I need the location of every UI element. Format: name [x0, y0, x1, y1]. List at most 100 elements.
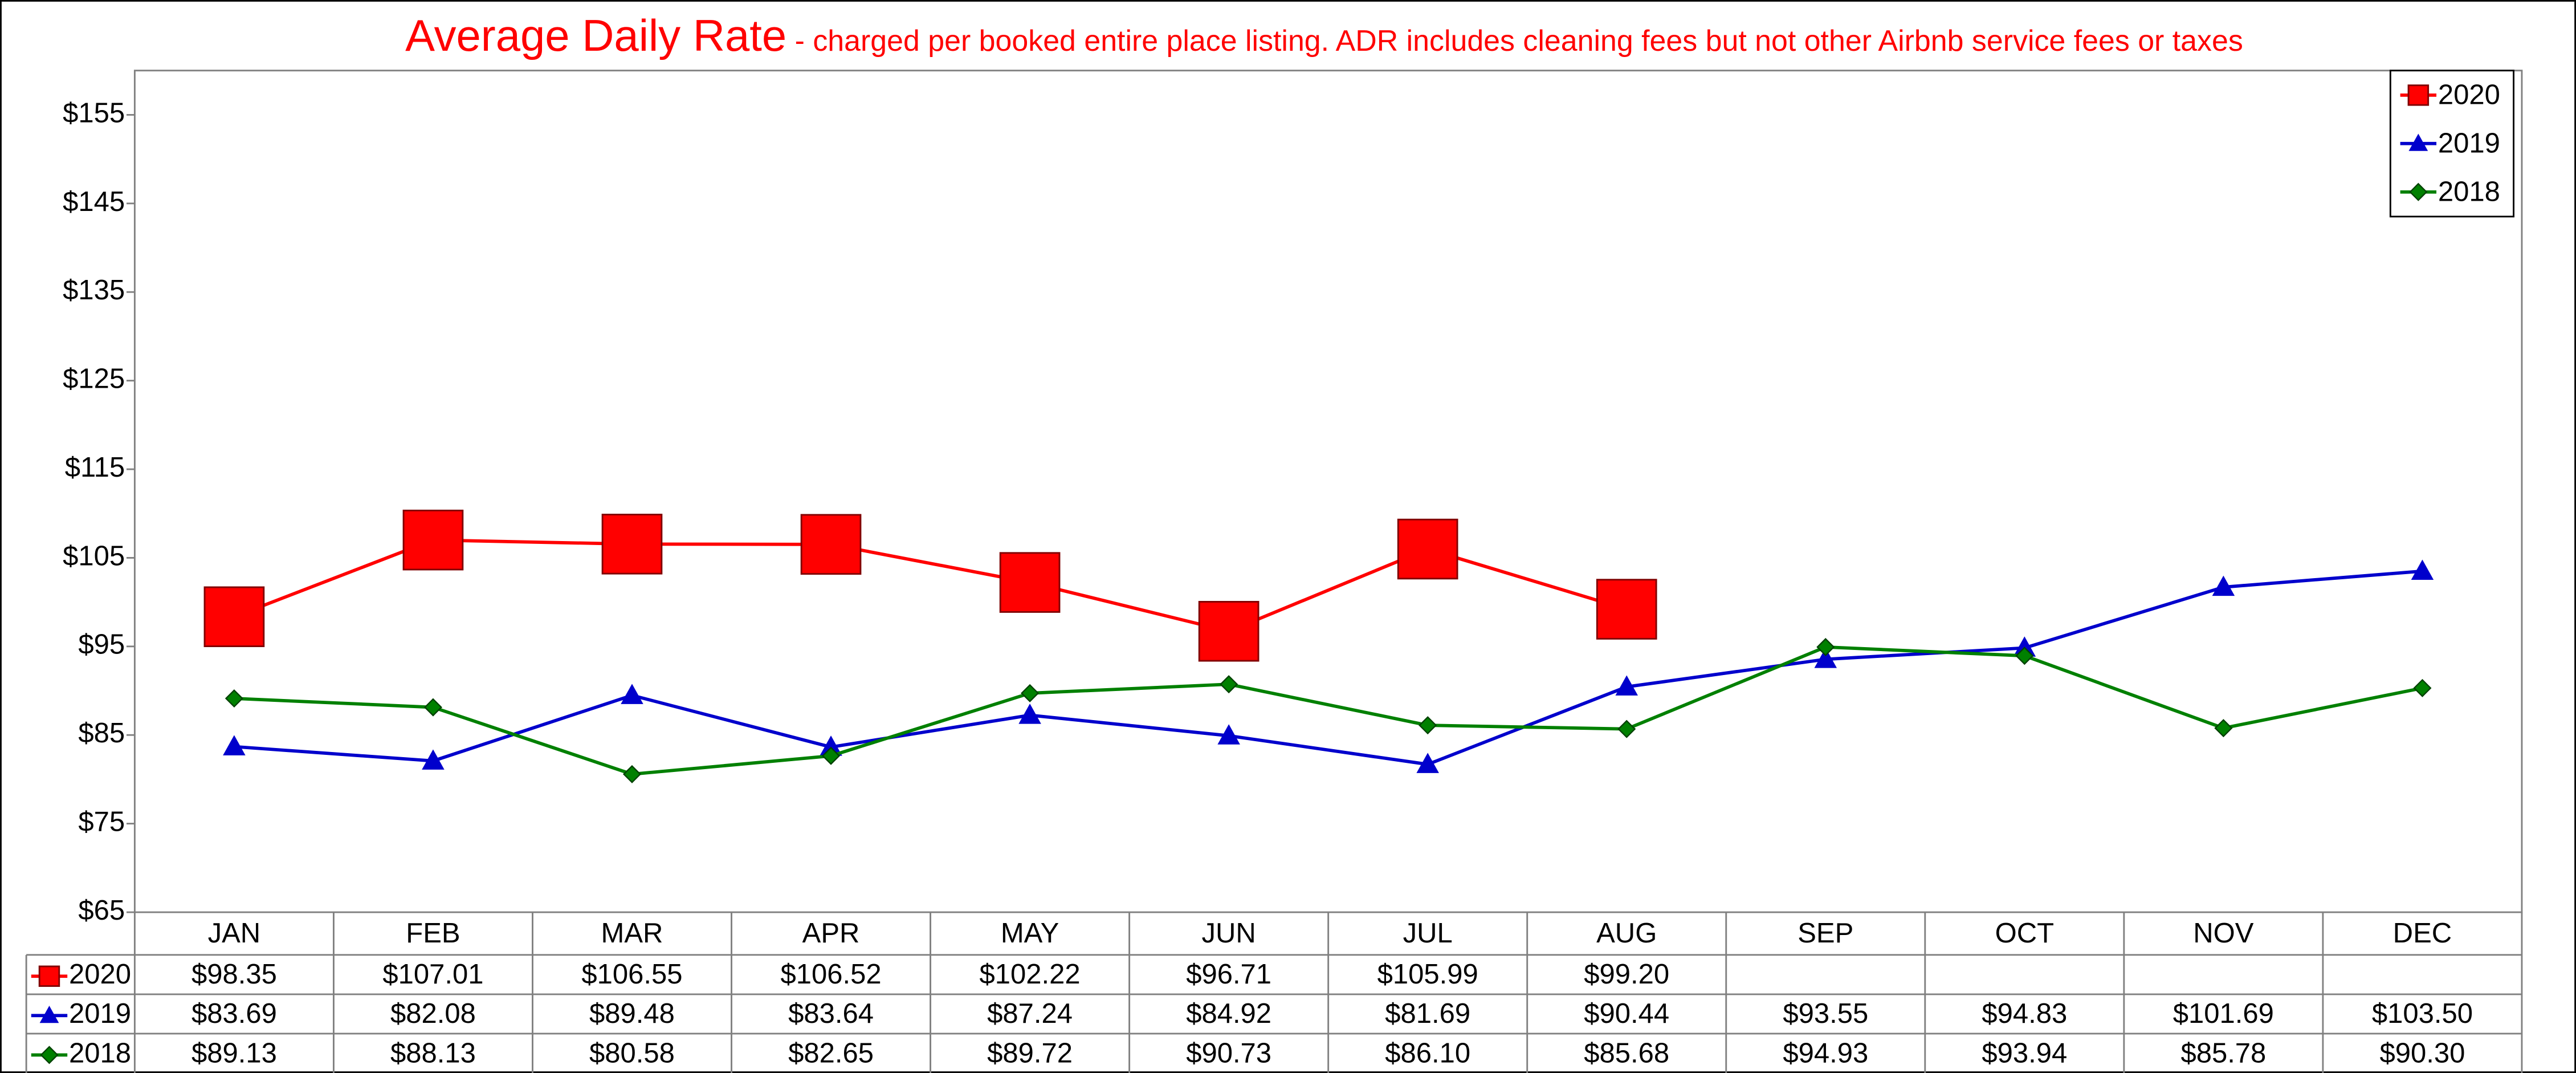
x-tick-label: AUG: [1596, 918, 1657, 949]
table-cell: $86.10: [1385, 1038, 1470, 1068]
legend-label: 2020: [2438, 80, 2500, 111]
data-point: [225, 689, 243, 708]
chart-title-block: Average Daily Rate - charged per booked …: [305, 14, 2343, 64]
table-cell: $106.52: [780, 959, 881, 990]
table-cell: $102.22: [980, 959, 1081, 990]
y-tick-label: $155: [63, 97, 125, 128]
table-cell: $90.73: [1186, 1038, 1271, 1068]
plot-area: [133, 70, 2523, 913]
y-tick-label: $135: [63, 275, 125, 306]
data-point: [1617, 720, 1636, 738]
data-point: [423, 698, 442, 717]
x-tick-label: SEP: [1798, 918, 1853, 949]
data-point: [1018, 704, 1041, 724]
data-point: [1419, 716, 1437, 735]
x-tick-label: NOV: [2193, 918, 2254, 949]
x-tick-label: JAN: [208, 918, 261, 949]
table-cell: $82.65: [788, 1038, 874, 1068]
table-cell: $88.13: [390, 1038, 476, 1068]
table-cell: $101.69: [2173, 998, 2274, 1029]
table-cell: $90.44: [1584, 998, 1669, 1029]
series-line: [234, 569, 2423, 766]
table-row-label: 2019: [69, 998, 131, 1029]
x-tick-label: FEB: [406, 918, 460, 949]
table-cell: $89.48: [589, 998, 675, 1029]
table-cell: $106.55: [581, 959, 682, 990]
data-point: [622, 765, 642, 783]
y-tick-label: $95: [78, 629, 125, 660]
table-cell: $83.69: [191, 998, 277, 1029]
table-legend-marker: [40, 1046, 59, 1064]
data-point: [1220, 675, 1238, 694]
table-row-label: 2020: [69, 959, 131, 990]
y-tick-label: $115: [65, 452, 125, 483]
table-cell: $103.50: [2372, 998, 2473, 1029]
data-point: [2015, 647, 2034, 665]
table-cell: $85.78: [2180, 1038, 2266, 1068]
y-tick-label: $85: [78, 718, 125, 749]
table-legend-marker: [38, 965, 60, 987]
data-point: [1596, 579, 1657, 640]
x-tick-label: MAR: [601, 918, 663, 949]
legend-marker: [2408, 133, 2428, 151]
table-cell: $96.71: [1186, 959, 1271, 990]
data-point: [1397, 518, 1458, 580]
data-point: [822, 746, 841, 765]
table-cell: $87.24: [987, 998, 1073, 1029]
table-cell: $85.68: [1584, 1038, 1669, 1068]
data-point: [2413, 678, 2432, 697]
data-point: [800, 514, 862, 575]
data-point: [1198, 601, 1260, 662]
table-cell: $107.01: [382, 959, 483, 990]
x-tick-label: OCT: [1995, 918, 2054, 949]
x-tick-label: MAY: [1001, 918, 1059, 949]
table-cell: $89.72: [987, 1038, 1073, 1068]
y-tick-label: $105: [63, 540, 125, 571]
data-point: [1217, 724, 1240, 745]
table-cell: $98.35: [191, 959, 277, 990]
series-line: [233, 538, 1628, 633]
x-tick-label: JUN: [1202, 918, 1256, 949]
table-cell: $84.92: [1186, 998, 1271, 1029]
legend-marker: [2407, 84, 2430, 106]
x-tick-label: DEC: [2393, 918, 2452, 949]
data-point: [2212, 575, 2235, 596]
table-legend-marker: [39, 1005, 59, 1023]
data-point: [1021, 684, 1040, 702]
table-cell: $80.58: [589, 1038, 675, 1068]
legend-label: 2019: [2438, 128, 2500, 159]
table-cell: $105.99: [1377, 959, 1478, 990]
table-cell: $93.55: [1783, 998, 1868, 1029]
y-tick-label: $145: [63, 186, 125, 217]
data-point: [999, 552, 1061, 613]
table-row-label: 2018: [69, 1038, 131, 1068]
y-tick-label: $65: [78, 895, 125, 926]
table-cell: $83.64: [788, 998, 874, 1029]
table-cell: $90.30: [2379, 1038, 2465, 1068]
data-point: [601, 514, 663, 575]
y-tick-label: $75: [78, 807, 125, 838]
chart-title: Average Daily Rate: [405, 11, 787, 61]
data-point: [1816, 637, 1835, 656]
table-cell: $93.94: [1982, 1038, 2067, 1068]
data-point: [2411, 559, 2434, 580]
x-tick-label: APR: [802, 918, 860, 949]
data-point: [1615, 675, 1638, 696]
legend-label: 2018: [2438, 177, 2500, 208]
table-cell: $82.08: [390, 998, 476, 1029]
legend-marker: [2409, 182, 2428, 201]
data-point: [1814, 648, 1837, 668]
data-point: [203, 586, 265, 647]
table-cell: $94.83: [1982, 998, 2067, 1029]
data-point: [223, 735, 246, 755]
data-point: [2214, 719, 2233, 738]
data-point: [402, 509, 464, 571]
table-cell: $89.13: [191, 1038, 277, 1068]
chart-subtitle: - charged per booked entire place listin…: [786, 25, 2243, 58]
x-tick-label: JUL: [1403, 918, 1453, 949]
table-cell: $99.20: [1584, 959, 1669, 990]
data-point: [422, 749, 445, 770]
table-cell: $94.93: [1783, 1038, 1868, 1068]
